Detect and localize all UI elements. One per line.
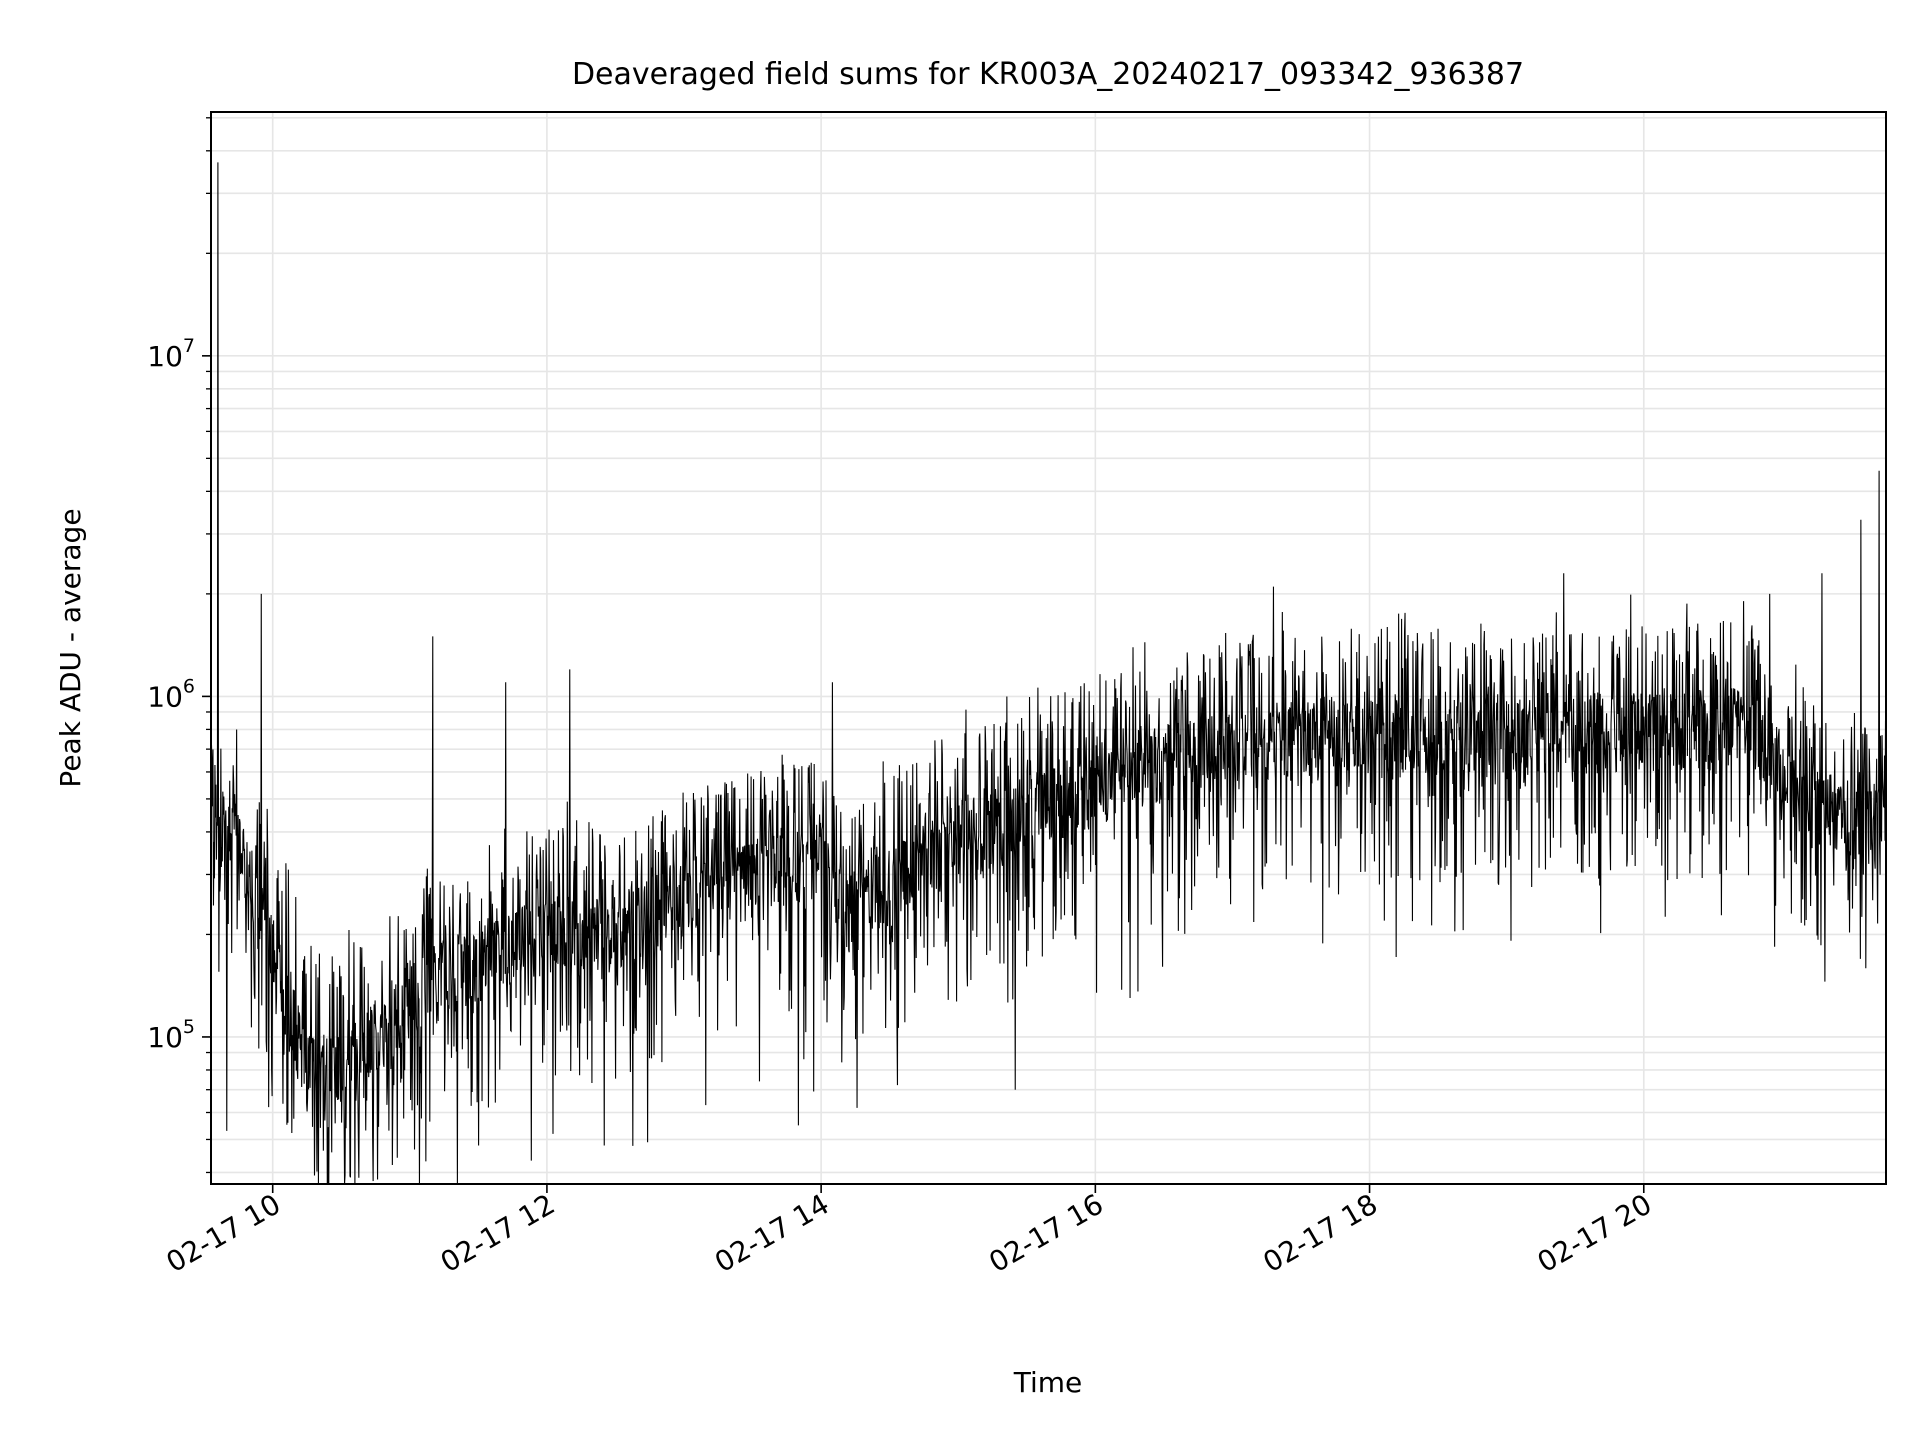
chart-title: Deaveraged field sums for KR003A_2024021… (572, 57, 1524, 92)
x-axis-label: Time (1013, 1366, 1083, 1399)
y-tick-base: 10 (147, 680, 183, 713)
y-tick-exponent: 6 (183, 675, 195, 697)
y-tick-base: 10 (147, 340, 183, 373)
series-line (210, 162, 1887, 1185)
y-axis-label: Peak ADU - average (54, 508, 87, 787)
y-tick-base: 10 (147, 1021, 183, 1054)
y-tick-label: 107 (147, 335, 195, 373)
plot-frame (210, 111, 1887, 1185)
y-tick-exponent: 7 (183, 335, 195, 357)
series-line-path (210, 162, 1887, 1185)
y-tick-label: 106 (147, 675, 195, 713)
y-tick-label: 105 (147, 1016, 195, 1054)
y-tick-exponent: 5 (183, 1016, 195, 1038)
